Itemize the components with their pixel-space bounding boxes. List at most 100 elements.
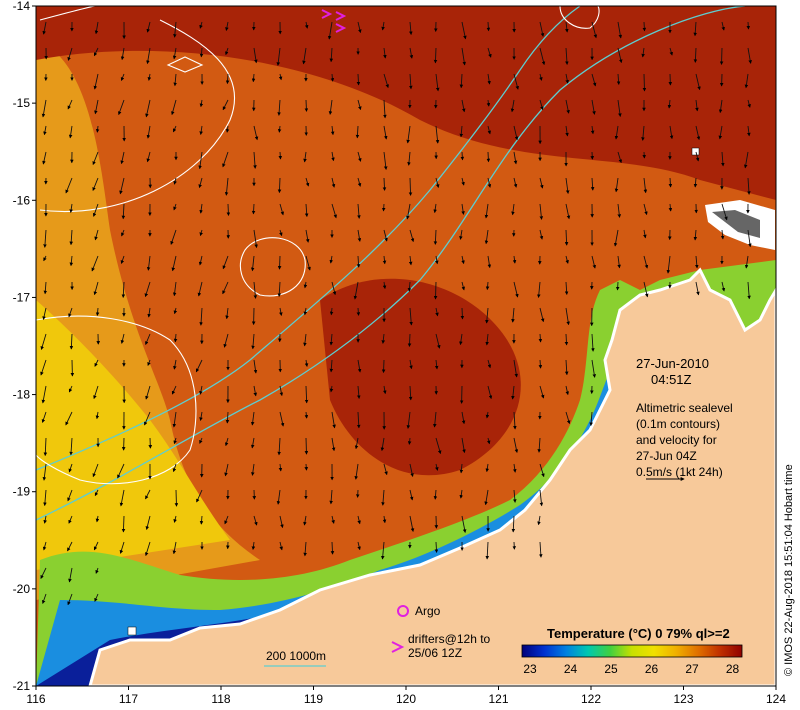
velocity-vector — [461, 437, 466, 454]
velocity-vector — [199, 437, 203, 444]
velocity-vector — [461, 99, 466, 113]
velocity-vector — [409, 359, 413, 370]
velocity-vector — [539, 385, 545, 399]
lon-tick-label: 116 — [26, 692, 45, 706]
sealevel-contour — [166, 56, 204, 73]
velocity-vector — [304, 203, 309, 218]
velocity-vector — [589, 411, 593, 427]
velocity-vector — [222, 281, 229, 295]
velocity-vectors — [40, 21, 752, 606]
velocity-vector — [747, 47, 752, 64]
velocity-vector — [222, 255, 229, 270]
velocity-vector — [223, 333, 229, 348]
velocity-vector — [590, 125, 595, 135]
velocity-vector — [667, 99, 672, 109]
velocity-vector — [485, 307, 489, 324]
velocity-vector — [537, 437, 542, 453]
lat-tick-label: -15 — [13, 96, 31, 110]
velocity-vector — [173, 177, 177, 185]
velocity-vector — [695, 151, 700, 162]
velocity-vector — [353, 281, 359, 300]
velocity-vector — [487, 255, 492, 269]
velocity-vector — [461, 47, 467, 66]
velocity-vector — [199, 125, 203, 135]
velocity-vector — [172, 463, 177, 473]
velocity-vector — [460, 151, 465, 161]
velocity-vector — [513, 411, 517, 430]
velocity-vector — [331, 281, 337, 296]
velocity-vector — [484, 229, 489, 245]
velocity-vector — [40, 333, 47, 350]
sealevel-contour — [559, 6, 600, 29]
velocity-vector — [199, 229, 203, 237]
velocity-vector — [357, 151, 362, 162]
velocity-vector — [225, 21, 229, 31]
velocity-vector — [67, 593, 73, 606]
velocity-vector — [172, 125, 177, 133]
velocity-vector — [539, 73, 543, 81]
velocity-vector — [198, 177, 203, 189]
velocity-vector — [484, 489, 489, 506]
velocity-vector — [511, 385, 515, 400]
velocity-vector — [42, 21, 47, 35]
velocity-vector — [41, 99, 47, 118]
velocity-vector — [433, 47, 438, 64]
colorbar — [521, 644, 743, 658]
velocity-vector — [253, 151, 257, 169]
velocity-vector — [409, 515, 415, 532]
lon-tick-label: 124 — [766, 692, 786, 706]
velocity-vector — [331, 203, 337, 219]
velocity-vector — [695, 281, 700, 296]
velocity-vector — [382, 515, 387, 524]
velocity-vector — [513, 437, 519, 453]
velocity-vector — [95, 515, 100, 523]
velocity-vector — [435, 125, 440, 144]
velocity-vector — [461, 177, 465, 186]
velocity-vector — [277, 99, 281, 116]
velocity-vector — [331, 151, 335, 162]
velocity-vector — [744, 73, 749, 89]
velocity-vector — [564, 281, 569, 295]
velocity-vector — [40, 567, 47, 579]
velocity-vector — [279, 307, 283, 316]
velocity-vector — [536, 281, 541, 298]
lat-tick-label: -19 — [13, 485, 31, 499]
velocity-vector — [277, 255, 282, 270]
velocity-vector — [330, 125, 335, 136]
argo-label: Argo — [415, 604, 441, 618]
velocity-vector — [461, 515, 467, 533]
velocity-vector — [67, 541, 73, 552]
velocity-vector — [641, 125, 645, 141]
velocity-vector — [383, 151, 388, 170]
velocity-vector — [718, 99, 723, 114]
velocity-vector — [564, 333, 569, 346]
yellow-zone — [36, 300, 230, 570]
velocity-vector — [199, 203, 203, 214]
sealevel-contour — [36, 315, 197, 485]
velocity-vector — [328, 99, 333, 115]
velocity-vector — [382, 281, 387, 290]
velocity-vector — [196, 489, 203, 503]
velocity-vector — [68, 567, 73, 583]
velocity-vector — [695, 73, 701, 91]
velocity-vector — [198, 255, 203, 266]
velocity-vector — [119, 541, 125, 554]
velocity-vector — [147, 73, 152, 81]
velocity-vector — [303, 307, 308, 316]
velocity-vector — [565, 47, 569, 65]
velocity-vector — [120, 151, 125, 165]
velocity-vector — [43, 255, 47, 262]
velocity-vector — [434, 359, 439, 370]
velocity-vector — [356, 411, 361, 429]
velocity-vector — [278, 151, 283, 160]
velocity-vector — [617, 151, 623, 164]
lon-tick-label: 118 — [211, 692, 230, 706]
velocity-vector — [226, 203, 231, 216]
velocity-vector — [459, 73, 464, 89]
velocity-vector — [591, 333, 595, 352]
velocity-vector — [617, 47, 623, 64]
velocity-vector — [409, 307, 413, 326]
velocity-vector — [357, 359, 362, 373]
lat-tick-label: -21 — [13, 679, 31, 693]
velocity-vector — [279, 385, 284, 397]
